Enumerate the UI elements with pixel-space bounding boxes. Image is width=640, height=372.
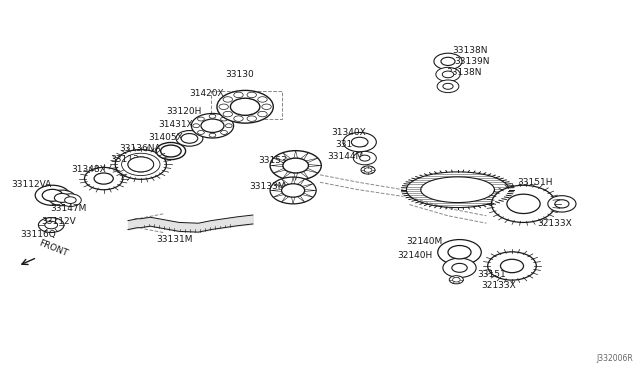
Circle shape — [500, 259, 524, 273]
Text: 33112VA: 33112VA — [12, 180, 52, 189]
Circle shape — [503, 261, 521, 271]
Text: J332006R: J332006R — [597, 354, 634, 363]
Circle shape — [115, 150, 166, 179]
Circle shape — [193, 124, 200, 128]
Text: 33133M: 33133M — [250, 182, 286, 191]
Text: 33120H: 33120H — [166, 107, 202, 116]
Circle shape — [217, 90, 273, 123]
Text: 31431X: 31431X — [159, 120, 193, 129]
Circle shape — [223, 97, 232, 102]
Text: 33139N: 33139N — [454, 57, 490, 65]
Circle shape — [225, 124, 232, 128]
Circle shape — [230, 98, 260, 115]
Circle shape — [42, 189, 63, 201]
Circle shape — [234, 92, 243, 97]
Circle shape — [282, 184, 305, 197]
Circle shape — [262, 104, 271, 109]
Circle shape — [49, 190, 76, 206]
Text: FRONT: FRONT — [37, 239, 68, 259]
Circle shape — [441, 57, 455, 65]
Text: 33136NA: 33136NA — [119, 144, 161, 153]
Circle shape — [548, 196, 576, 212]
Circle shape — [209, 114, 216, 118]
Circle shape — [434, 53, 462, 70]
Circle shape — [364, 168, 372, 172]
Circle shape — [452, 263, 467, 272]
Circle shape — [201, 119, 224, 132]
Circle shape — [45, 221, 58, 229]
Circle shape — [234, 116, 243, 121]
Text: 33116Q: 33116Q — [20, 230, 56, 239]
Text: 31340X: 31340X — [332, 128, 366, 137]
Circle shape — [438, 240, 481, 265]
Circle shape — [343, 132, 376, 152]
Circle shape — [443, 83, 453, 89]
Circle shape — [449, 276, 463, 284]
Circle shape — [219, 104, 228, 109]
Circle shape — [507, 194, 540, 214]
Text: 31405X: 31405X — [148, 133, 183, 142]
Text: 33147M: 33147M — [50, 204, 86, 213]
Text: 33138N: 33138N — [452, 46, 487, 55]
Text: 31348X: 31348X — [72, 165, 106, 174]
Circle shape — [443, 258, 476, 278]
Circle shape — [181, 134, 198, 143]
Text: 33144F: 33144F — [335, 140, 369, 149]
Circle shape — [442, 71, 454, 78]
Circle shape — [436, 67, 460, 81]
Circle shape — [488, 252, 536, 280]
Text: 32140M: 32140M — [406, 237, 443, 246]
Circle shape — [84, 167, 123, 190]
Circle shape — [198, 131, 204, 134]
Circle shape — [221, 117, 227, 121]
Circle shape — [437, 80, 459, 93]
Circle shape — [128, 157, 154, 172]
Circle shape — [361, 166, 375, 174]
Circle shape — [360, 155, 370, 161]
Circle shape — [351, 137, 368, 147]
Text: 33144M: 33144M — [328, 152, 364, 161]
Circle shape — [156, 142, 186, 160]
Text: 32140H: 32140H — [397, 251, 432, 260]
Text: 33151H: 33151H — [517, 178, 552, 187]
Circle shape — [128, 157, 154, 172]
Circle shape — [209, 133, 216, 137]
Text: 31420X: 31420X — [189, 89, 224, 98]
Circle shape — [54, 193, 70, 202]
Circle shape — [258, 111, 267, 117]
Circle shape — [223, 111, 232, 117]
Circle shape — [247, 116, 257, 121]
Circle shape — [60, 194, 81, 206]
Circle shape — [38, 218, 64, 232]
Circle shape — [94, 173, 113, 184]
Text: 33131M: 33131M — [156, 235, 193, 244]
Circle shape — [35, 185, 70, 205]
Text: 33151: 33151 — [477, 270, 506, 279]
Circle shape — [191, 113, 234, 138]
Circle shape — [511, 196, 536, 211]
Circle shape — [448, 246, 471, 259]
Text: 32133X: 32133X — [481, 281, 516, 290]
Circle shape — [122, 153, 160, 176]
Text: 33112V: 33112V — [42, 217, 76, 226]
Circle shape — [452, 278, 460, 282]
Text: 33153: 33153 — [259, 156, 287, 165]
Circle shape — [270, 151, 321, 180]
Text: 33130: 33130 — [225, 70, 254, 79]
Text: 33138N: 33138N — [447, 68, 482, 77]
Circle shape — [176, 131, 203, 146]
Circle shape — [198, 117, 204, 121]
Circle shape — [247, 92, 257, 97]
Circle shape — [221, 131, 227, 134]
Circle shape — [492, 185, 556, 222]
Circle shape — [270, 177, 316, 204]
Circle shape — [555, 200, 569, 208]
Circle shape — [353, 151, 376, 165]
Circle shape — [65, 197, 76, 203]
Circle shape — [161, 145, 181, 157]
Circle shape — [283, 158, 308, 173]
Text: 33113: 33113 — [110, 155, 139, 164]
Circle shape — [258, 97, 267, 102]
Text: 32133X: 32133X — [538, 219, 572, 228]
